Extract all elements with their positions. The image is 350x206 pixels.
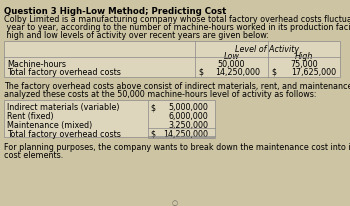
- Text: 5,000,000: 5,000,000: [168, 103, 208, 111]
- Text: Level of Activity: Level of Activity: [236, 45, 300, 54]
- Text: Machine-hours: Machine-hours: [7, 60, 66, 69]
- Bar: [4, 101, 215, 137]
- Text: Maintenance (mixed): Maintenance (mixed): [7, 121, 92, 129]
- Text: 50,000: 50,000: [218, 60, 245, 69]
- Text: 17,625,000: 17,625,000: [291, 68, 336, 77]
- Text: $: $: [271, 68, 276, 77]
- Text: Question 3 High-Low Method; Predicting Cost: Question 3 High-Low Method; Predicting C…: [4, 7, 226, 16]
- Text: year to year, according to the number of machine-hours worked in its production : year to year, according to the number of…: [4, 23, 350, 32]
- Text: high and low levels of activity over recent years are given below:: high and low levels of activity over rec…: [4, 31, 269, 40]
- Text: Rent (fixed): Rent (fixed): [7, 111, 54, 121]
- Text: For planning purposes, the company wants to break down the maintenance cost into: For planning purposes, the company wants…: [4, 142, 350, 151]
- Bar: [4, 42, 340, 78]
- Text: $: $: [150, 129, 155, 138]
- Text: 75,000: 75,000: [290, 60, 318, 69]
- Text: High: High: [295, 52, 313, 61]
- Text: cost elements.: cost elements.: [4, 150, 63, 159]
- Text: ○: ○: [172, 199, 178, 205]
- Text: $: $: [150, 103, 155, 111]
- Text: 14,250,000: 14,250,000: [215, 68, 260, 77]
- Text: The factory overhead costs above consist of indirect materials, rent, and mainte: The factory overhead costs above consist…: [4, 82, 350, 91]
- Text: Total factory overhead costs: Total factory overhead costs: [7, 129, 121, 138]
- Text: Low: Low: [224, 52, 239, 61]
- Text: analyzed these costs at the 50,000 machine-hours level of activity as follows:: analyzed these costs at the 50,000 machi…: [4, 90, 316, 98]
- Text: 3,250,000: 3,250,000: [168, 121, 208, 129]
- Text: Colby Limited is a manufacturing company whose total factory overhead costs fluc: Colby Limited is a manufacturing company…: [4, 15, 350, 24]
- Text: Indirect materials (variable): Indirect materials (variable): [7, 103, 119, 111]
- Text: 6,000,000: 6,000,000: [168, 111, 208, 121]
- Text: $: $: [198, 68, 203, 77]
- Text: 14,250,000: 14,250,000: [163, 129, 208, 138]
- Text: Total factory overhead costs: Total factory overhead costs: [7, 68, 121, 77]
